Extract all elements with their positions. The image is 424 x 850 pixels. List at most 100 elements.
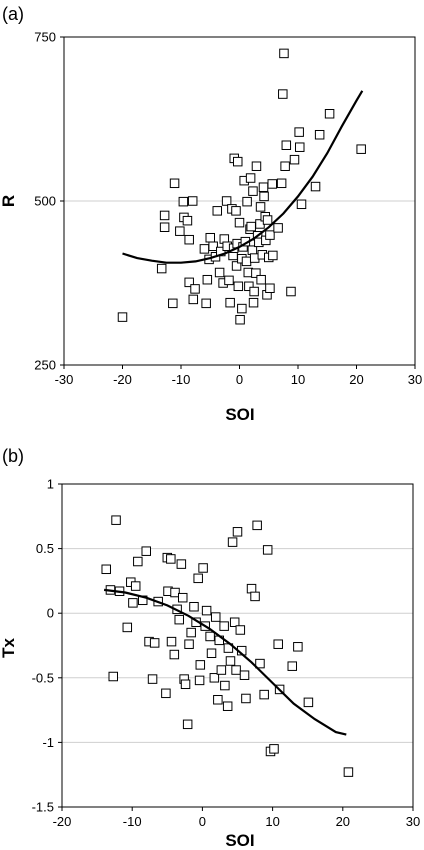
- data-point: [281, 140, 292, 150]
- data-point: [184, 639, 194, 649]
- data-point: [202, 274, 213, 285]
- data-point: [356, 144, 366, 154]
- x-tick-label: -20: [113, 372, 132, 387]
- data-point: [259, 191, 269, 202]
- data-point: [187, 196, 198, 206]
- data-point: [169, 178, 180, 189]
- x-tick-label: 30: [408, 372, 422, 387]
- data-point: [241, 693, 251, 704]
- data-point: [237, 303, 247, 314]
- x-tick-label: -10: [172, 372, 191, 387]
- data-point: [212, 206, 223, 216]
- panel-a: (a) 250 500 750 -30 -20 -10 0 10 20 30 SOI R: [0, 4, 422, 424]
- data-point: [194, 675, 205, 686]
- data-point: [286, 286, 296, 297]
- data-point: [267, 179, 278, 189]
- data-point: [235, 314, 245, 325]
- data-point: [176, 559, 187, 569]
- data-point: [161, 688, 171, 699]
- data-point: [166, 554, 176, 564]
- data-point: [205, 232, 215, 243]
- data-point: [174, 614, 184, 625]
- data-point: [265, 283, 275, 293]
- data-point: [256, 274, 266, 285]
- data-point: [156, 263, 167, 274]
- panel-b-plot-frame: [61, 483, 414, 808]
- data-point: [206, 648, 217, 659]
- data-point: [225, 656, 236, 666]
- panel-b-x-tick-labels: -20 -10 0 10 20 30: [53, 807, 420, 829]
- data-point: [343, 767, 354, 777]
- x-tick-label: -20: [53, 814, 72, 829]
- data-point: [170, 587, 180, 598]
- panel-b-x-axis-title: SOI: [225, 831, 254, 850]
- data-point: [255, 202, 266, 212]
- data-point: [262, 215, 273, 225]
- panel-b: (b) -1.5 -1 -0.5 0 0.5 1 -20 -10 0 10 20 30 SOI Tx: [0, 446, 420, 850]
- data-point: [324, 109, 335, 119]
- y-tick-label: -1.5: [32, 800, 54, 815]
- data-point: [231, 261, 242, 271]
- data-point: [251, 161, 262, 171]
- data-point: [245, 173, 256, 183]
- data-point: [122, 622, 133, 633]
- data-point: [252, 520, 262, 531]
- data-point: [239, 670, 250, 680]
- data-point: [224, 275, 234, 286]
- fit-curve: [122, 90, 364, 264]
- data-point: [268, 250, 278, 261]
- y-tick-label: 750: [34, 30, 56, 45]
- x-tick-label: 0: [236, 372, 243, 387]
- y-tick-label: 0: [47, 606, 54, 621]
- data-point: [182, 719, 193, 730]
- data-point: [147, 674, 158, 684]
- y-tick-label: 0.5: [36, 541, 54, 556]
- data-point: [246, 583, 257, 594]
- x-tick-label: 0: [199, 814, 206, 829]
- data-point: [258, 182, 269, 192]
- data-point: [229, 617, 240, 627]
- data-point: [234, 217, 245, 228]
- data-point: [222, 701, 233, 711]
- data-point: [241, 256, 252, 267]
- data-point: [178, 196, 189, 207]
- data-point: [169, 649, 180, 660]
- data-point: [189, 601, 199, 612]
- data-point: [295, 142, 305, 152]
- data-point: [209, 673, 220, 683]
- data-point: [184, 234, 194, 245]
- data-point: [231, 665, 241, 675]
- panel-b-y-axis-title: Tx: [0, 638, 18, 658]
- data-point: [220, 680, 230, 691]
- data-point: [166, 636, 177, 647]
- data-point: [201, 605, 212, 616]
- data-point: [227, 537, 238, 547]
- data-point: [133, 556, 143, 567]
- panel-a-x-tick-labels: -30 -20 -10 0 10 20 30: [55, 365, 422, 387]
- data-point: [276, 178, 287, 189]
- panel-a-label: (a): [2, 4, 24, 24]
- data-point: [214, 267, 225, 278]
- data-point: [219, 621, 229, 631]
- data-point: [225, 297, 235, 308]
- data-point: [259, 689, 269, 700]
- data-point: [130, 581, 141, 591]
- x-tick-label: 30: [406, 814, 420, 829]
- data-point: [310, 181, 321, 192]
- data-point: [232, 156, 243, 167]
- data-point: [141, 546, 151, 556]
- data-point: [273, 223, 283, 233]
- data-point: [314, 129, 325, 140]
- data-point: [182, 215, 193, 226]
- data-point: [128, 598, 138, 608]
- panel-a-data-points: [117, 48, 366, 325]
- data-point: [168, 298, 178, 309]
- panel-a-x-axis-title: SOI: [225, 405, 254, 424]
- panel-b-label: (b): [2, 446, 24, 466]
- x-tick-label: 10: [265, 814, 279, 829]
- data-point: [303, 697, 314, 708]
- data-point: [188, 294, 199, 305]
- data-point: [294, 127, 304, 137]
- panel-b-gridlines: [62, 548, 413, 743]
